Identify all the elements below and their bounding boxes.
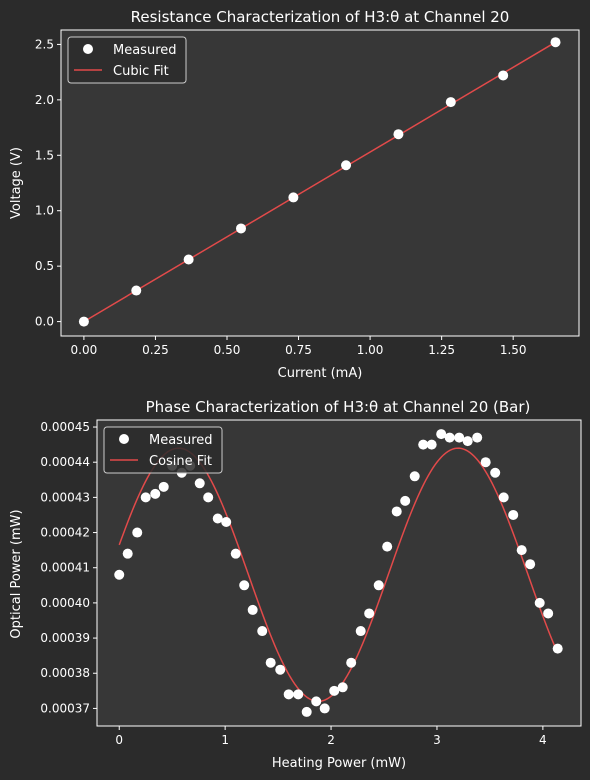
c2-data-point	[535, 598, 545, 608]
y-tick-label: 0.00039	[40, 631, 90, 645]
chart2-legend-label-fit: Cosine Fit	[149, 454, 212, 469]
c2-data-point	[463, 436, 473, 446]
y-tick-label: 2.5	[35, 37, 54, 51]
c2-data-point	[338, 682, 348, 692]
c2-data-point	[257, 626, 267, 636]
y-tick-label: 0.00045	[40, 420, 90, 434]
x-tick-label: 3	[433, 733, 441, 747]
c1-data-point	[446, 97, 456, 107]
x-tick-label: 1.50	[500, 343, 527, 357]
c2-data-point	[410, 471, 420, 481]
c2-data-point	[275, 665, 285, 675]
c1-data-point	[498, 70, 508, 80]
chart1-title: Resistance Characterization of H3:θ at C…	[131, 8, 510, 26]
chart1-legend-label-measured: Measured	[113, 43, 177, 58]
c2-data-point	[320, 703, 330, 713]
c2-data-point	[159, 482, 169, 492]
c2-data-point	[374, 580, 384, 590]
c2-data-point	[490, 468, 500, 478]
c1-data-point	[236, 223, 246, 233]
resistance-chart: Resistance Characterization of H3:θ at C…	[9, 8, 579, 381]
c2-data-point	[203, 492, 213, 502]
chart1-y-label: Voltage (V)	[9, 147, 24, 219]
c2-data-point	[311, 696, 321, 706]
c2-data-point	[392, 506, 402, 516]
c1-data-point	[131, 286, 141, 296]
c2-data-point	[123, 549, 133, 559]
c1-data-point	[288, 192, 298, 202]
chart1-x-label: Current (mA)	[278, 366, 363, 381]
c2-data-point	[472, 433, 482, 443]
x-tick-label: 0.75	[285, 343, 312, 357]
c2-data-point	[356, 626, 366, 636]
y-tick-label: 1.5	[35, 148, 54, 162]
chart2-legend: Measured Cosine Fit	[104, 427, 222, 473]
chart2-legend-label-measured: Measured	[149, 433, 213, 448]
chart2-y-axis: 0.00037 0.00038 0.00039 0.00040 0.00041 0.000…	[40, 420, 97, 715]
c2-data-point	[221, 517, 231, 527]
c2-data-point	[525, 559, 535, 569]
c2-data-point	[284, 689, 294, 699]
y-tick-label: 0.00040	[40, 596, 90, 610]
c2-data-point	[293, 689, 303, 699]
y-tick-label: 0.00044	[40, 455, 90, 469]
c2-data-point	[132, 528, 142, 538]
y-tick-label: 0.00043	[40, 490, 90, 504]
chart2-title: Phase Characterization of H3:θ at Channe…	[146, 398, 531, 416]
c2-data-point	[150, 489, 160, 499]
x-tick-label: 1.25	[428, 343, 455, 357]
c1-data-point	[184, 255, 194, 265]
c2-data-point	[302, 707, 312, 717]
c2-data-point	[239, 580, 249, 590]
x-tick-label: 1.00	[357, 343, 384, 357]
c2-data-point	[364, 608, 374, 618]
y-tick-label: 0.00041	[40, 561, 90, 575]
x-tick-label: 2	[327, 733, 335, 747]
c2-data-point	[248, 605, 258, 615]
x-tick-label: 0	[115, 733, 123, 747]
c2-data-point	[114, 570, 124, 580]
c2-data-point	[499, 492, 509, 502]
c2-data-point	[382, 542, 392, 552]
c2-data-point	[481, 457, 491, 467]
x-tick-label: 1	[221, 733, 229, 747]
chart1-legend-marker-measured	[83, 44, 93, 54]
y-tick-label: 2.0	[35, 93, 54, 107]
c2-data-point	[141, 492, 151, 502]
c2-data-point	[427, 440, 437, 450]
c1-data-point	[341, 160, 351, 170]
c2-data-point	[445, 433, 455, 443]
y-tick-label: 0.0	[35, 315, 54, 329]
c2-data-point	[195, 478, 205, 488]
y-tick-label: 0.5	[35, 259, 54, 273]
chart2-x-label: Heating Power (mW)	[272, 756, 406, 771]
c2-data-point	[553, 644, 563, 654]
chart1-legend: Measured Cubic Fit	[68, 37, 186, 83]
c2-data-point	[400, 496, 410, 506]
y-tick-label: 0.00042	[40, 526, 90, 540]
c2-data-point	[543, 608, 553, 618]
c1-data-point	[393, 129, 403, 139]
chart2-legend-marker-measured	[119, 434, 129, 444]
y-tick-label: 0.00038	[40, 666, 90, 680]
c2-data-point	[231, 549, 241, 559]
chart1-legend-label-fit: Cubic Fit	[113, 64, 169, 79]
y-tick-label: 0.00037	[40, 701, 90, 715]
y-tick-label: 1.0	[35, 204, 54, 218]
chart2-y-label: Optical Power (mW)	[9, 509, 24, 638]
c2-data-point	[266, 658, 276, 668]
c2-data-point	[508, 510, 518, 520]
c1-data-point	[79, 317, 89, 327]
c2-data-point	[346, 658, 356, 668]
c1-data-point	[551, 37, 561, 47]
x-tick-label: 0.50	[214, 343, 241, 357]
x-tick-label: 0.25	[142, 343, 169, 357]
x-tick-label: 4	[539, 733, 547, 747]
c2-data-point	[517, 545, 527, 555]
x-tick-label: 0.00	[71, 343, 98, 357]
